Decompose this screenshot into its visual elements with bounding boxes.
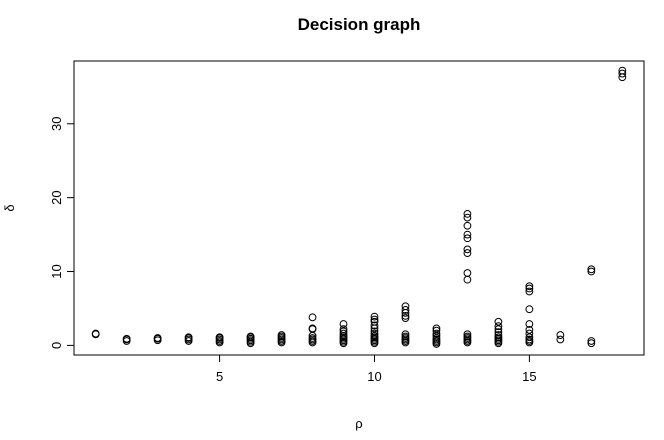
data-point [618, 66, 627, 75]
data-point [370, 321, 379, 330]
data-point [587, 339, 596, 348]
data-point [525, 329, 534, 338]
x-tick-label: 5 [216, 369, 223, 384]
data-point [401, 311, 410, 320]
data-point [432, 334, 441, 342]
data-point [463, 245, 472, 254]
data-point [339, 327, 348, 336]
data-point [525, 287, 534, 296]
chart-title: Decision graph [298, 15, 421, 34]
data-point [525, 335, 534, 344]
data-point [432, 331, 441, 340]
data-point [463, 213, 472, 222]
data-point [401, 330, 410, 339]
data-point [401, 306, 410, 314]
data-points [91, 66, 627, 348]
data-point [308, 334, 317, 342]
data-point [463, 330, 472, 339]
data-point [432, 329, 441, 338]
y-tick-label: 30 [49, 117, 64, 131]
data-point [246, 332, 255, 341]
data-point [587, 267, 596, 276]
data-point [370, 329, 379, 338]
data-point [463, 221, 472, 230]
data-point [463, 230, 472, 239]
data-point [277, 331, 286, 339]
data-point [339, 325, 348, 334]
data-point [463, 269, 472, 277]
data-point [308, 313, 317, 322]
data-point [525, 284, 534, 293]
data-point [370, 317, 379, 326]
data-point [494, 317, 503, 326]
data-point [525, 282, 534, 291]
data-point [618, 69, 627, 78]
data-point [184, 333, 193, 342]
x-axis: 5 10 15 [216, 355, 537, 384]
data-point [494, 333, 503, 342]
data-point [525, 305, 534, 314]
data-point [587, 265, 596, 274]
data-point [370, 312, 379, 321]
data-point [556, 335, 565, 344]
data-point [587, 337, 596, 345]
y-tick-label: 0 [49, 342, 64, 349]
data-point [122, 334, 131, 343]
data-point [463, 332, 472, 341]
data-point [525, 320, 534, 328]
y-axis-label: δ [2, 204, 17, 211]
data-point [308, 324, 317, 333]
x-axis-label: ρ [355, 416, 362, 431]
data-point [432, 326, 441, 335]
data-point [494, 328, 503, 337]
y-axis: 0 10 20 30 [49, 117, 74, 349]
x-tick-label: 10 [367, 369, 381, 384]
x-tick-label: 15 [522, 369, 536, 384]
y-tick-label: 20 [49, 190, 64, 204]
data-point [494, 325, 503, 334]
data-point [339, 329, 348, 338]
data-point [463, 210, 472, 218]
data-point [463, 234, 472, 243]
data-point [91, 330, 100, 339]
data-point [463, 249, 472, 257]
data-point [494, 331, 503, 339]
plot-frame [73, 60, 645, 356]
data-point [463, 275, 472, 284]
data-point [525, 325, 534, 334]
data-point [215, 333, 224, 342]
data-point [494, 322, 503, 331]
data-point [370, 331, 379, 340]
data-point [339, 320, 348, 328]
data-point [401, 302, 410, 311]
data-point [401, 314, 410, 322]
y-tick-label: 10 [49, 264, 64, 278]
data-point [153, 334, 162, 342]
data-point [370, 315, 379, 324]
data-point [556, 331, 565, 339]
data-point [432, 324, 441, 333]
data-point [401, 332, 410, 341]
data-point [525, 333, 534, 342]
data-point [370, 327, 379, 336]
